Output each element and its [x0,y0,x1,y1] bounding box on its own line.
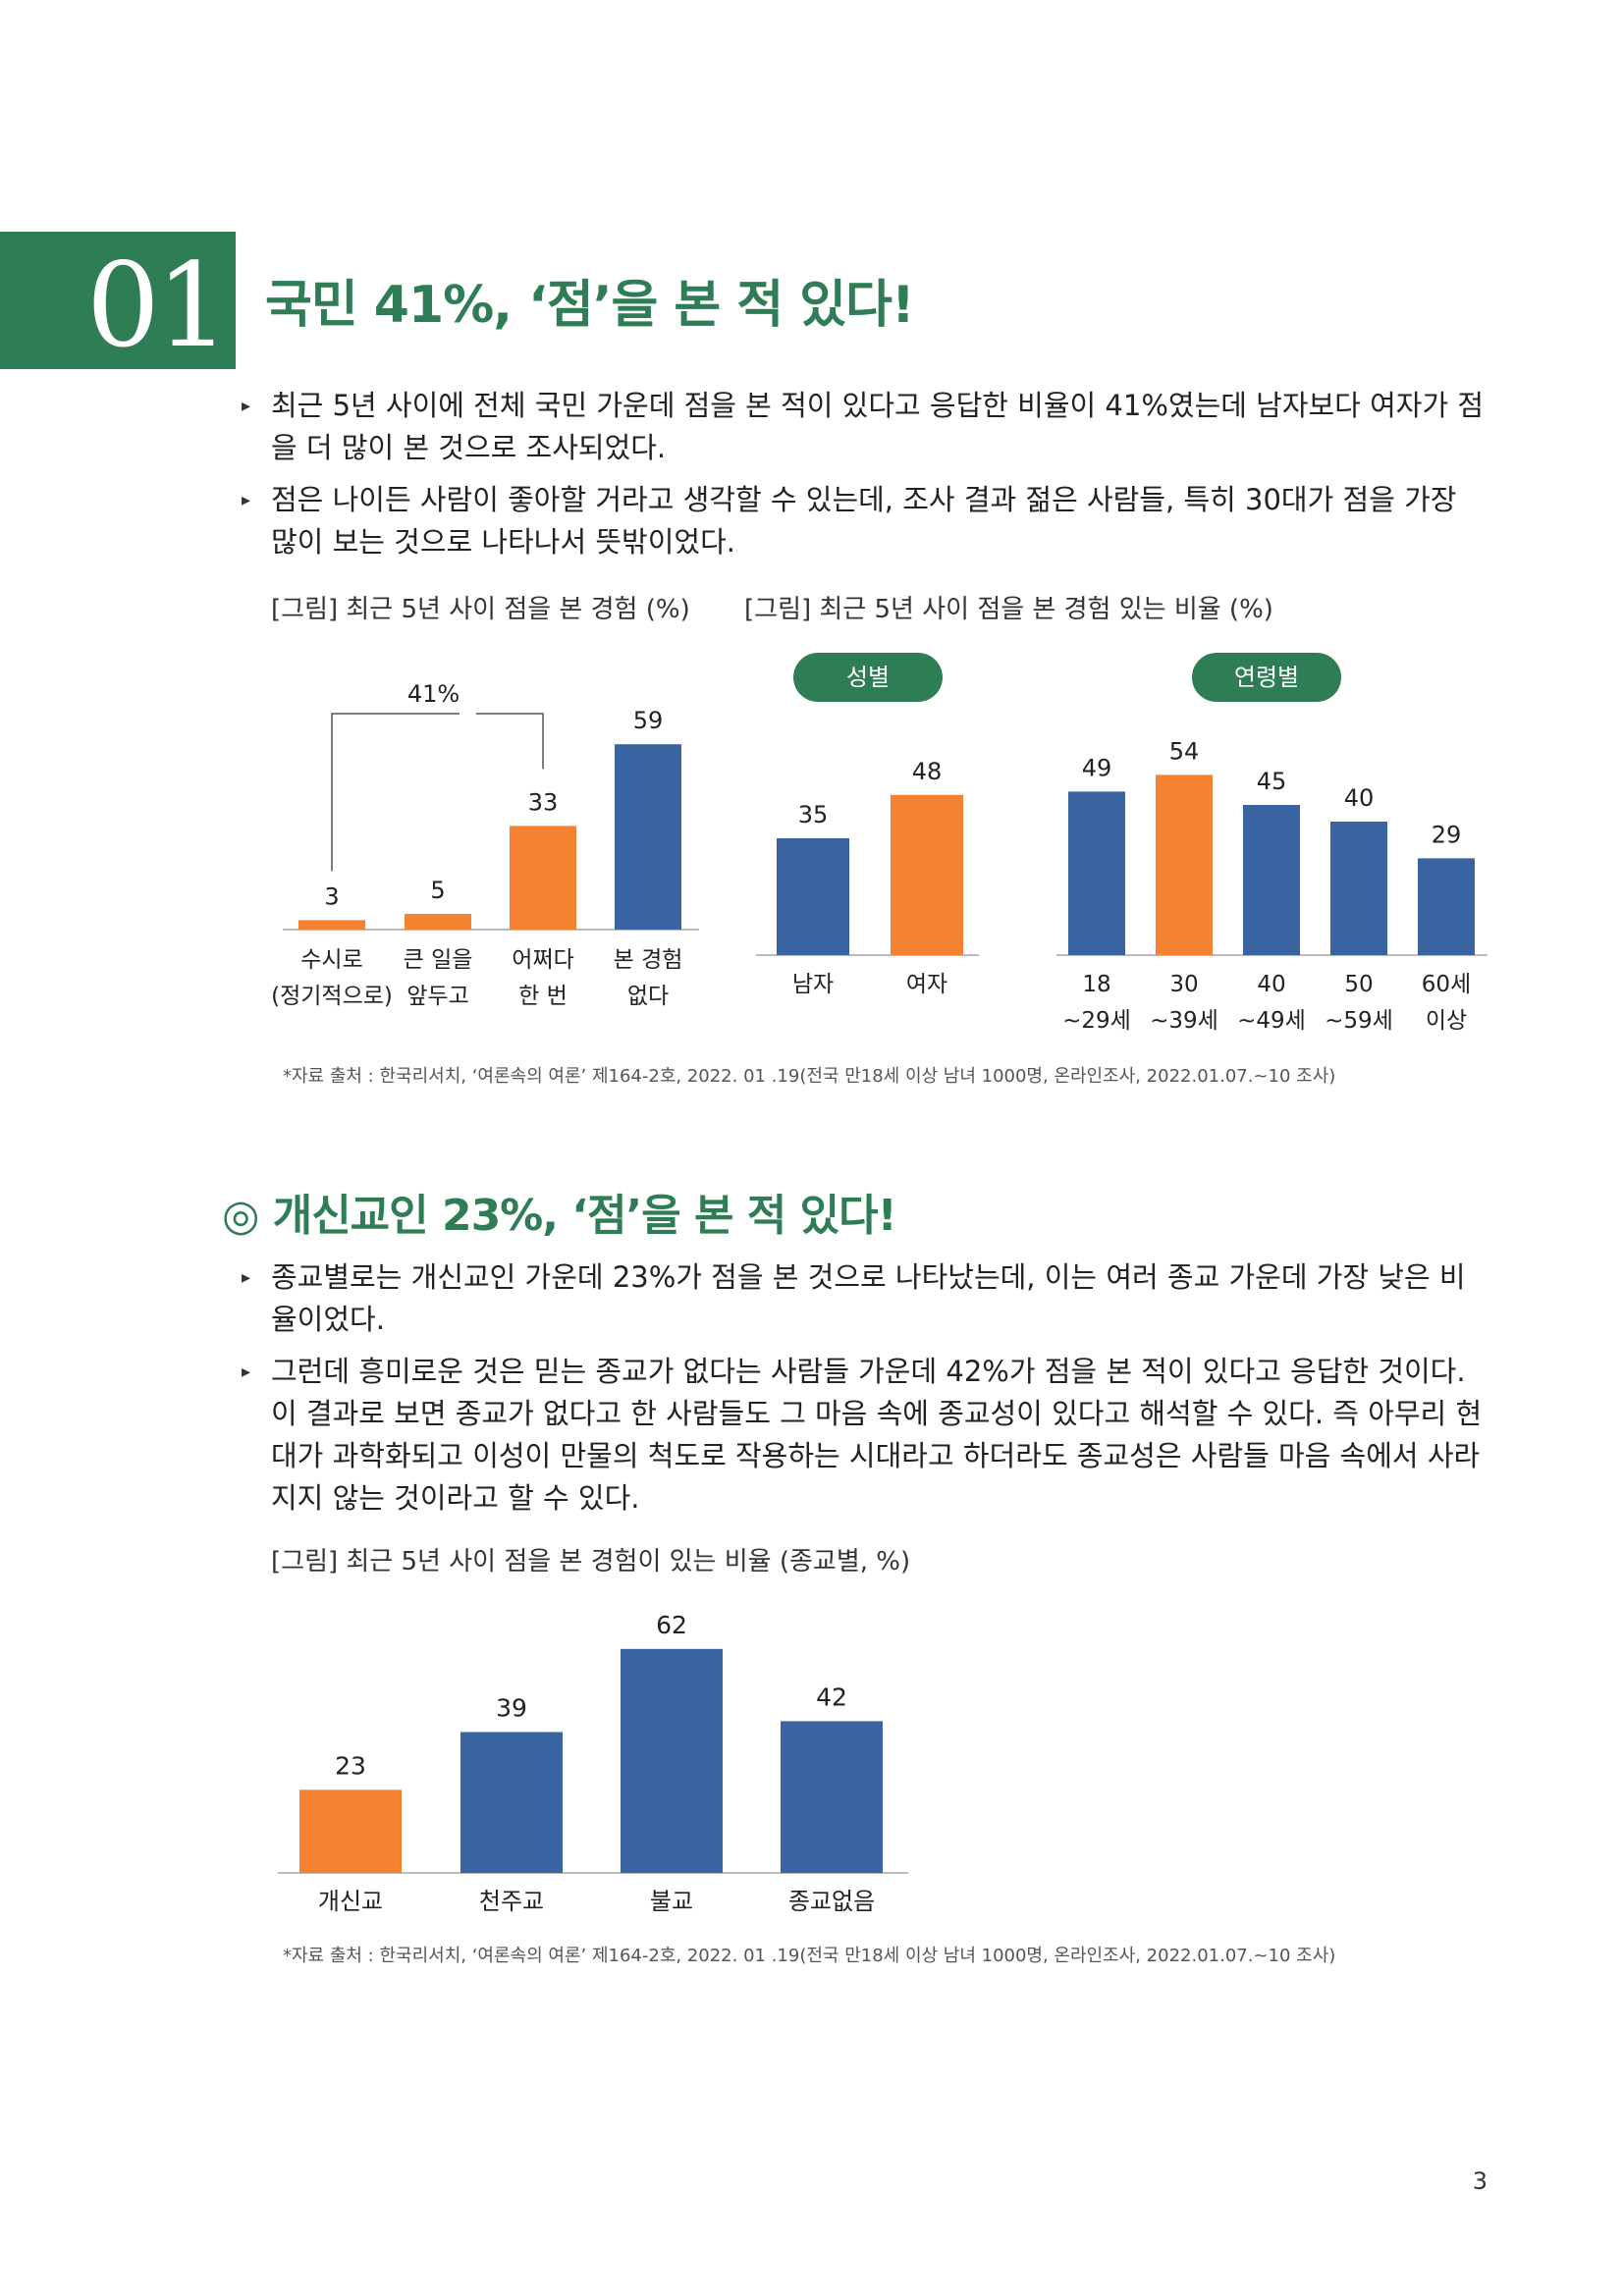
category-label: ~39세 [1150,1008,1218,1034]
bar [405,914,471,930]
category-label: 30 [1169,972,1198,997]
category-label: ~29세 [1062,1008,1131,1034]
data-label: 49 [1082,754,1112,781]
bullet-item: 그런데 흥미로운 것은 믿는 종교가 없다는 사람들 가운데 42%가 점을 본… [242,1351,1488,1520]
category-label: 수시로 [300,947,362,973]
page-number: 3 [1472,2167,1488,2195]
bar [1068,791,1125,955]
bar [621,1648,723,1873]
data-label: 39 [496,1693,527,1722]
chart-gender: 35 남자 48 여자 [756,758,979,997]
data-label: 45 [1257,768,1287,795]
bar [460,1732,563,1873]
data-label: 33 [528,788,559,816]
bar [298,920,365,930]
data-label: 5 [430,877,445,904]
bar [1330,822,1387,955]
bar [781,1721,883,1873]
category-label: 한 번 [518,984,568,1009]
data-label: 23 [335,1751,366,1780]
bullet-item: 종교별로는 개신교인 가운데 23%가 점을 본 것으로 나타났는데, 이는 여… [242,1256,1488,1341]
data-label: 54 [1169,737,1200,765]
category-label: (정기적으로) [271,984,393,1009]
category-label: 60세 [1422,972,1471,997]
category-label: 어쩌다 [512,947,573,973]
bar [891,794,963,955]
category-label: 40 [1257,972,1285,997]
data-label: 48 [912,758,943,785]
category-label: ~59세 [1325,1008,1393,1034]
section-number: 01 [85,238,230,373]
data-label: 3 [324,882,339,910]
category-label: 종교없음 [788,1888,875,1915]
category-label: 50 [1344,972,1373,997]
bar [615,744,681,930]
category-label: 18 [1082,972,1110,997]
gender-pill: 성별 [793,653,943,702]
data-label: 59 [633,707,664,734]
bar [299,1789,402,1873]
data-label: 29 [1432,821,1462,848]
figure-caption-left: [그림] 최근 5년 사이 점을 본 경험 (%) [271,595,690,624]
section-number-badge: 01 [0,232,236,373]
data-label: 40 [1344,784,1375,812]
category-label: 천주교 [479,1888,544,1915]
data-label: 42 [816,1682,847,1711]
bullet-item: 점은 나이든 사람이 좋아할 거라고 생각할 수 있는데, 조사 결과 젊은 사… [242,479,1488,563]
category-label: 이상 [1426,1008,1467,1034]
category-label: 없다 [627,984,669,1009]
category-label: 개신교 [318,1888,383,1915]
category-label: 본 경험 [614,947,683,973]
bracket-label: 41% [407,680,460,708]
age-pill: 연령별 [1192,653,1341,702]
category-label: 여자 [906,972,947,997]
bar [510,826,576,930]
bullet-item: 최근 5년 사이에 전체 국민 가운데 점을 본 적이 있다고 응답한 비율이 … [242,385,1488,469]
section-title: 국민 41%, ‘점’을 본 적 있다! [265,276,915,335]
category-label: 큰 일을 [404,947,473,973]
source-note-1: *자료 출처 : 한국리서치, ‘여론속의 여론’ 제164-2호, 2022.… [283,1066,1336,1087]
section2-bullet-list: 종교별로는 개신교인 가운데 23%가 점을 본 것으로 나타났는데, 이는 여… [242,1256,1488,1529]
bracket-line [331,713,544,872]
figure-caption-right: [그림] 최근 5년 사이 점을 본 경험 있는 비율 (%) [744,595,1273,624]
chart-religion: 23 개신교 39 천주교 62 불교 42 종교없음 [278,1611,908,1915]
bar [1418,858,1475,955]
bar [1156,774,1213,955]
figure-caption-religion: [그림] 최근 5년 사이 점을 본 경험이 있는 비율 (종교별, %) [271,1547,911,1576]
bar [1243,805,1300,955]
section2-title: ◎ 개신교인 23%, ‘점’을 본 적 있다! [222,1191,897,1241]
bar [777,838,849,955]
data-label: 62 [656,1611,687,1639]
section1-bullet-list: 최근 5년 사이에 전체 국민 가운데 점을 본 적이 있다고 응답한 비율이 … [242,385,1488,573]
category-label: 남자 [792,972,834,997]
source-note-2: *자료 출처 : 한국리서치, ‘여론속의 여론’ 제164-2호, 2022.… [283,1946,1336,1966]
data-label: 35 [798,801,829,828]
category-label: 불교 [650,1888,693,1915]
category-label: 앞두고 [406,984,468,1009]
category-label: ~49세 [1237,1008,1306,1034]
